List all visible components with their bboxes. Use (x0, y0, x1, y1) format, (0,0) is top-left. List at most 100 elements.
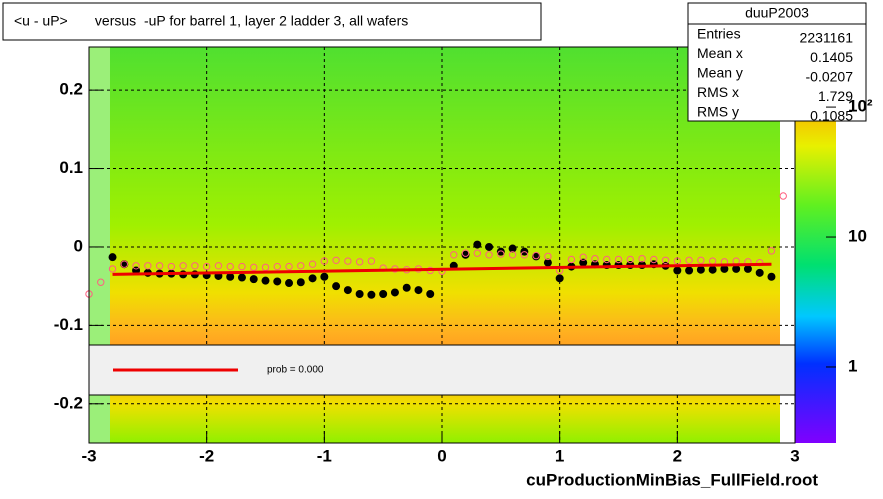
stats-key: RMS x (697, 84, 739, 100)
marker (390, 288, 399, 297)
x-tick-label: -3 (81, 446, 96, 465)
open-marker (144, 262, 152, 270)
z-tick-label: 10 (848, 227, 867, 246)
open-marker (297, 262, 305, 270)
open-marker (450, 251, 458, 259)
open-marker (285, 262, 293, 271)
title-box (2, 2, 542, 41)
open-marker (520, 251, 529, 259)
open-marker (120, 260, 129, 268)
open-marker (108, 265, 117, 273)
marker (379, 290, 388, 299)
heatmap-edge (89, 47, 110, 443)
marker (708, 265, 717, 274)
footer: cuProductionMinBias_FullField.root (526, 470, 818, 489)
open-marker (214, 262, 223, 270)
marker (237, 273, 246, 282)
open-marker (320, 257, 329, 265)
open-marker (308, 260, 317, 268)
open-marker (167, 262, 176, 271)
open-marker (767, 247, 776, 255)
x-tick-label: 0 (437, 446, 446, 465)
marker (261, 276, 270, 285)
stats-key: Mean x (697, 45, 743, 61)
marker (285, 279, 294, 288)
open-marker (508, 251, 517, 259)
open-marker (650, 255, 658, 264)
open-marker (344, 257, 352, 265)
x-tick-label: 3 (790, 446, 799, 465)
marker (108, 253, 117, 262)
open-marker (567, 255, 576, 264)
marker (367, 290, 376, 299)
marker (485, 242, 494, 251)
open-marker (355, 258, 364, 266)
x-tick-label: 2 (673, 446, 682, 465)
open-marker (591, 255, 599, 263)
stats-value: 0.1405 (810, 49, 853, 65)
open-marker (638, 255, 646, 263)
marker (732, 264, 741, 273)
open-marker (779, 192, 787, 200)
open-marker (332, 256, 340, 264)
stats-value: 1.729 (818, 88, 853, 104)
stats-key: Entries (697, 26, 741, 42)
open-marker (461, 249, 470, 257)
y-tick-label: 0.1 (59, 158, 83, 177)
chart-title: <u - uP> versus -uP for barrel 1, layer … (14, 13, 408, 29)
open-marker (273, 262, 281, 271)
open-marker (626, 255, 634, 264)
x-tick-label: -2 (199, 446, 214, 465)
marker (355, 290, 364, 299)
open-marker (697, 256, 705, 264)
marker (249, 275, 258, 284)
y-tick-label: 0 (74, 236, 83, 255)
open-marker (485, 251, 493, 259)
legend-label: prob = 0.000 (267, 365, 324, 376)
marker (426, 290, 435, 299)
open-marker (238, 262, 246, 271)
marker (685, 266, 694, 275)
x-tick-label: -1 (317, 446, 332, 465)
stats-value: 0.1085 (810, 108, 853, 124)
marker (696, 265, 705, 274)
stats-value: 2231161 (800, 30, 854, 46)
marker (755, 268, 764, 277)
open-marker (226, 262, 234, 271)
marker (496, 247, 505, 256)
open-marker (685, 256, 693, 264)
marker (555, 274, 564, 283)
marker (673, 266, 682, 275)
marker (296, 278, 305, 287)
open-marker (132, 262, 140, 270)
marker (414, 286, 423, 295)
stats-box (687, 2, 867, 122)
open-marker (614, 255, 623, 264)
open-marker (603, 255, 611, 264)
open-marker (532, 251, 540, 260)
marker (320, 272, 329, 281)
marker (461, 250, 470, 259)
open-marker (250, 263, 258, 272)
marker (473, 240, 482, 249)
open-marker (202, 262, 211, 271)
marker (273, 277, 282, 286)
stats-key: Mean y (697, 65, 743, 81)
fit-line (112, 262, 772, 276)
open-marker (367, 257, 376, 265)
open-marker (544, 252, 552, 261)
marker (343, 286, 352, 295)
marker (332, 282, 341, 291)
stats-key: RMS y (697, 104, 739, 120)
marker (308, 274, 317, 283)
marker (767, 272, 776, 281)
open-marker (97, 278, 105, 286)
open-marker (661, 256, 670, 264)
open-marker (179, 262, 187, 270)
stats-value: -0.0207 (806, 69, 854, 85)
open-marker (473, 249, 481, 257)
open-marker (497, 250, 505, 258)
y-tick-label: -0.1 (54, 315, 83, 334)
z-tick-label: 10² (848, 97, 873, 116)
